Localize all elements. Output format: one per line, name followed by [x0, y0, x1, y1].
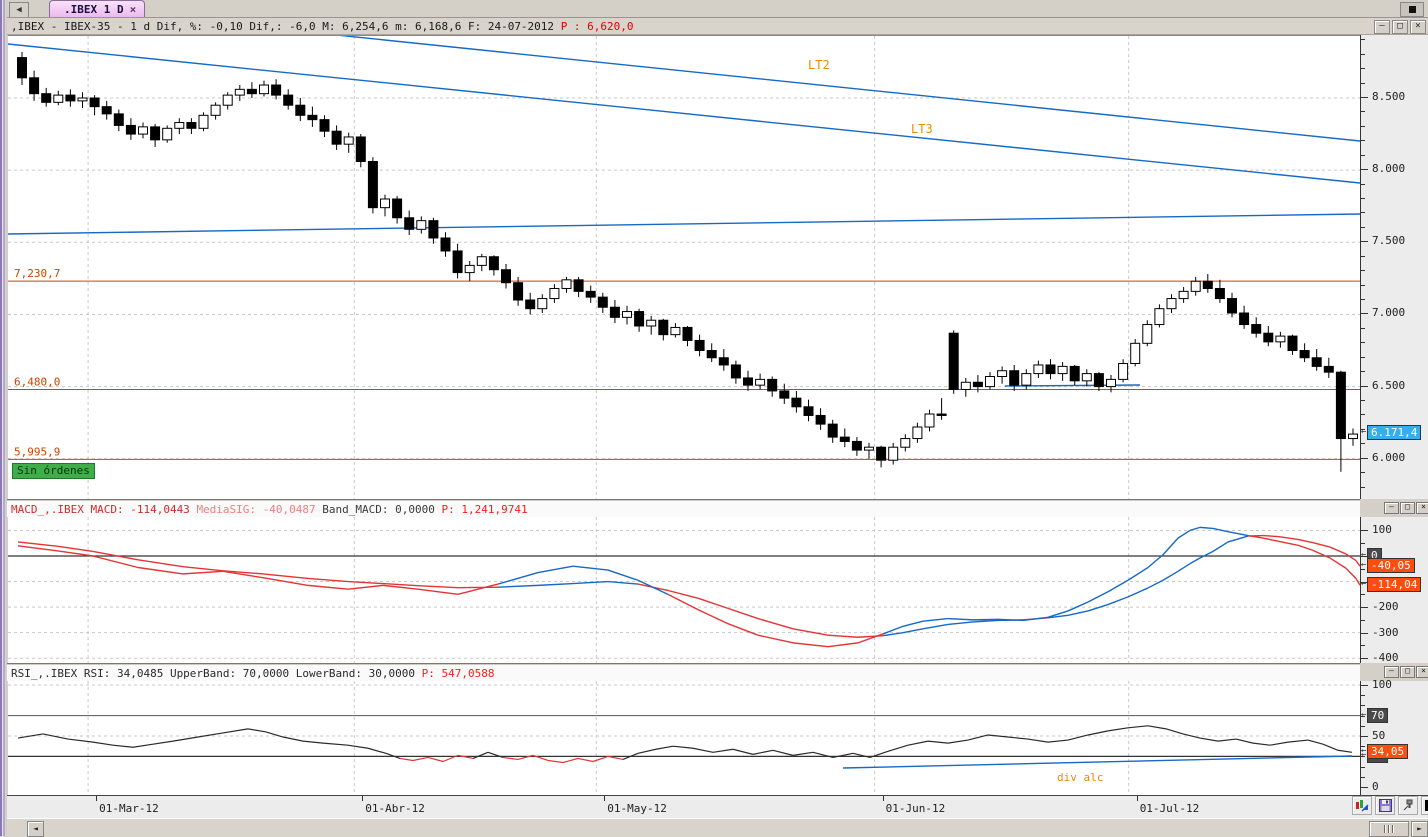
tab-bar-corner-button[interactable]	[1400, 2, 1424, 17]
axis-label: 100	[1372, 678, 1392, 691]
macd-header-text: MACD_,.IBEX MACD: -114,0443 MediaSIG: -4…	[11, 503, 528, 516]
axis-label: 100	[1372, 523, 1392, 537]
axis-label: -200	[1372, 600, 1399, 614]
svg-text:5,995,9: 5,995,9	[14, 445, 60, 458]
rsi-value-badge: 34,05	[1367, 744, 1409, 760]
axis-arrow-icon: ←	[1361, 746, 1367, 757]
rsi-window-buttons: – □ ×	[1384, 666, 1428, 678]
window-control-button[interactable]: –	[1384, 502, 1399, 514]
no-orders-badge: Sin órdenes	[12, 463, 95, 479]
axis-label: 0	[1372, 780, 1379, 793]
axis-label: 8.000	[1372, 162, 1406, 176]
tab-label: .IBEX 1 D	[64, 2, 124, 16]
black-square-glyph	[1425, 800, 1428, 811]
axis-label: 50	[1372, 729, 1386, 742]
rsi-header-text: RSI_,.IBEX RSI: 34,0485 UpperBand: 70,00…	[11, 667, 495, 680]
window-control-button[interactable]: ×	[1416, 502, 1428, 514]
macd-axis: 100 0 ← -40,05 ← -114,04 ← -200 -300 -400	[1360, 517, 1428, 665]
black-square-glyph	[1408, 6, 1416, 13]
time-axis-label: 01-May-12	[607, 802, 667, 815]
black-square-icon[interactable]	[1421, 796, 1428, 815]
rsi-band-badge: 70	[1367, 707, 1389, 723]
pin-icon[interactable]	[1398, 796, 1418, 815]
axis-label: -300	[1372, 625, 1399, 639]
tab-scroll-left-button[interactable]: ◀	[9, 2, 29, 17]
time-axis-label: 01-Mar-12	[99, 802, 159, 815]
svg-text:7,230,7: 7,230,7	[14, 267, 60, 280]
window-control-button[interactable]: ×	[1410, 20, 1426, 34]
svg-text:LT3: LT3	[911, 122, 933, 136]
tab-bar: ◀ .IBEX 1 D ×	[7, 0, 1428, 18]
quote-info-text: ,IBEX - IBEX-35 - 1 d Dif, %: -0,10 Dif,…	[11, 20, 634, 33]
axis-arrow-icon: ←	[1361, 579, 1367, 590]
price-panel-window-buttons: – □ ×	[1374, 20, 1426, 34]
macd-plot[interactable]	[8, 517, 1360, 663]
tab-ibex-1d[interactable]: .IBEX 1 D ×	[49, 0, 146, 17]
axis-arrow-icon: ←	[1361, 550, 1367, 560]
scrollbar-thumb[interactable]	[1369, 821, 1409, 837]
axis-label: 7.000	[1372, 306, 1406, 320]
axis-label: 8.500	[1372, 90, 1406, 103]
scroll-left-arrow[interactable]: ◄	[27, 821, 44, 837]
tab-close-icon[interactable]: ×	[129, 2, 137, 16]
axis-label: 6.000	[1372, 450, 1406, 464]
rsi-plot[interactable]: div alc	[8, 681, 1360, 795]
candlestick-chart-icon[interactable]	[1352, 796, 1372, 815]
macd-value-badge: -114,04	[1367, 577, 1422, 593]
horizontal-scrollbar[interactable]: ◄ ►	[7, 818, 1428, 837]
axis-label: 6.500	[1372, 378, 1406, 392]
window-control-button[interactable]: ×	[1416, 666, 1428, 678]
axis-arrow-icon: ←	[1361, 560, 1367, 571]
axis-arrow-icon: ←	[1361, 750, 1367, 761]
time-axis-label: 01-Jul-12	[1139, 802, 1200, 815]
macd-chart[interactable]	[8, 517, 1360, 663]
save-icon[interactable]	[1375, 796, 1395, 815]
candlestick-chart[interactable]: LT2 LT3 7,230,7 6,480,0 5,995,9	[8, 36, 1360, 500]
time-axis-label: 01-Abr-12	[365, 802, 425, 815]
price-chart-plot[interactable]: LT2 LT3 7,230,7 6,480,0 5,995,9 Sin órdenes	[8, 35, 1360, 500]
window-control-button[interactable]: □	[1400, 666, 1415, 678]
time-axis: 01-Mar-12 01-Abr-12 01-May-12 01-Jun-12 01-J…	[7, 795, 1428, 818]
quote-info-bar: ,IBEX - IBEX-35 - 1 d Dif, %: -0,10 Dif,…	[7, 18, 1428, 35]
rsi-chart[interactable]: div alc	[8, 681, 1360, 795]
window-control-button[interactable]: □	[1400, 502, 1415, 514]
corner-toolbar	[1352, 796, 1428, 815]
svg-text:LT2: LT2	[808, 58, 830, 72]
svg-text:6,480,0: 6,480,0	[14, 375, 60, 388]
macd-window-buttons: – □ ×	[1384, 502, 1428, 514]
window-control-button[interactable]: –	[1384, 666, 1399, 678]
window-left-border	[0, 0, 7, 836]
axis-arrow-icon: ←	[1361, 709, 1367, 720]
axis-label: 7.500	[1372, 234, 1406, 248]
current-price-badge: 6.171,4	[1367, 425, 1422, 441]
scroll-right-arrow[interactable]: ►	[1411, 821, 1428, 837]
price-axis: 8.500 8.000 7.500 7.000 6.500 6.000 6.171,4 ←	[1360, 35, 1428, 499]
macd-value-badge: -40,05	[1367, 558, 1415, 574]
axis-label: -400	[1372, 651, 1399, 665]
window-control-button[interactable]: □	[1392, 20, 1408, 34]
svg-text:div alc: div alc	[1057, 771, 1103, 784]
time-axis-label: 01-Jun-12	[885, 802, 946, 815]
window-control-button[interactable]: –	[1374, 20, 1390, 34]
rsi-header: RSI_,.IBEX RSI: 34,0485 UpperBand: 70,00…	[7, 663, 1360, 681]
macd-header: MACD_,.IBEX MACD: -114,0443 MediaSIG: -4…	[7, 499, 1360, 517]
axis-arrow-icon: ←	[1361, 427, 1367, 438]
